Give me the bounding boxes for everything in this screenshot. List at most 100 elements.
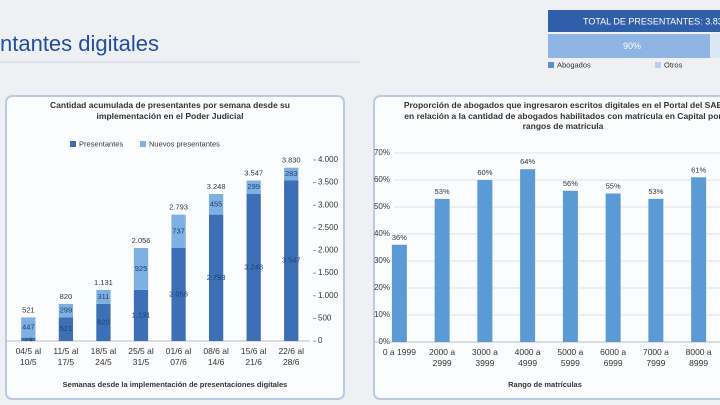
y-tick-label: 10% <box>374 310 390 319</box>
y-tick-label: 3.000 <box>318 200 339 209</box>
x-tick-label: 01/6 al 07/6 <box>165 346 192 367</box>
value-label: 64% <box>520 157 535 166</box>
legend-swatch <box>655 62 661 68</box>
y-tick-label: 2.000 <box>318 246 339 255</box>
x-tick-label: 15/6 al 21/6 <box>240 346 267 367</box>
y-tick-label: 500 <box>318 313 332 322</box>
chart: 0%10%20%30%40%50%60%70%36%53%60%64%56% 55… <box>374 148 720 346</box>
bar <box>477 180 493 342</box>
value-label: 820 <box>97 317 110 326</box>
slide-title: ntantes digitales <box>0 31 159 56</box>
bar-segment <box>58 303 74 318</box>
x-tick-label: 3000 a 3999 <box>471 347 498 368</box>
legend-label: Presentantes <box>79 139 123 148</box>
value-label: 2.056 <box>169 289 188 298</box>
value-label: 3.248 <box>244 262 263 271</box>
y-tick-label: 0 <box>318 336 323 345</box>
summary-bar <box>548 34 710 58</box>
y-tick-label: 40% <box>374 229 390 238</box>
bar-segment <box>208 194 224 215</box>
bar <box>648 198 664 342</box>
value-label: 447 <box>22 323 35 332</box>
bar-segment <box>284 180 299 341</box>
chart: 0 500 1.000 1.500 2.000 2.500 3.000 3.500 4.000 7… <box>6 139 339 345</box>
x-axis-label: Rango de matrículas <box>508 380 582 389</box>
value-label: 299 <box>60 306 73 315</box>
total-label: 3.248 <box>207 182 226 191</box>
x-tick-label: 11/5 al 17/5 <box>53 346 79 367</box>
summary-header <box>548 10 720 32</box>
chart-title: Cantidad acumulada de presentantes por s… <box>50 100 290 121</box>
total-label: 3.547 <box>244 168 263 177</box>
y-tick-label: 2.500 <box>318 223 339 232</box>
total-label: 3.830 <box>282 156 301 165</box>
x-tick-label: 22/6 al 28/6 <box>278 346 304 367</box>
bar <box>434 198 450 342</box>
summary-legend: Abogados <box>557 60 591 69</box>
value-label: 74 <box>24 334 32 343</box>
legend-swatch <box>548 62 554 68</box>
value-label: 60% <box>477 168 492 177</box>
legend-label: Nuevos presentantes <box>149 139 220 148</box>
summary-legend: Otros <box>664 60 683 69</box>
y-tick-label: 60% <box>374 175 390 184</box>
x-tick-label: 08/6 al 14/6 <box>203 346 229 367</box>
value-label: 36% <box>392 233 407 242</box>
y-tick-label: 4.000 <box>318 155 339 164</box>
legend-swatch <box>70 141 76 147</box>
bar-segment <box>208 214 224 341</box>
total-label: 521 <box>22 305 35 314</box>
x-tick-label: 2000 a 2999 <box>429 347 456 368</box>
bar-segment <box>246 194 261 341</box>
bar-segment <box>133 289 149 341</box>
y-tick-label: 30% <box>374 256 390 265</box>
value-label: 737 <box>172 226 185 235</box>
right-panel <box>373 95 720 400</box>
value-label: 925 <box>135 264 148 273</box>
total-label: 2.793 <box>169 203 188 212</box>
value-label: 299 <box>247 182 260 191</box>
bar <box>520 169 536 342</box>
y-tick-label: 50% <box>374 202 390 211</box>
bar-segment <box>171 247 186 341</box>
x-axis-label: Semanas desde la implementación de prese… <box>62 380 288 389</box>
bar-segment <box>21 317 36 338</box>
total-label: 2.056 <box>132 236 151 245</box>
value-label: 2.793 <box>207 273 226 282</box>
x-tick-label: 8000 a 8999 <box>685 347 712 368</box>
value-label: 311 <box>97 292 109 301</box>
x-tick-label: 0 a 1999 <box>382 347 416 357</box>
x-tick-label: 4000 a 4999 <box>514 347 541 368</box>
x-tick-label: 25/5 al 31/5 <box>128 346 154 367</box>
value-label: 61% <box>691 165 706 174</box>
summary-title: TOTAL DE PRESENTANTES: 3.830 <box>583 16 720 26</box>
value-label: 1.131 <box>132 310 151 319</box>
bar <box>691 177 707 342</box>
x-tick-label: 04/5 al 10/5 <box>15 346 42 367</box>
total-label: 1.131 <box>94 278 113 287</box>
bar-segment <box>58 317 74 341</box>
y-tick-label: 70% <box>374 148 390 157</box>
x-tick-label: 6000 a 6999 <box>600 347 627 368</box>
value-label: 53% <box>648 187 663 196</box>
summary-value: 90% <box>623 41 641 51</box>
value-label: 55% <box>606 181 621 190</box>
y-tick-label: 20% <box>374 283 390 292</box>
value-label: 53% <box>435 187 450 196</box>
bar <box>605 193 621 342</box>
bar-segment <box>284 167 299 181</box>
x-tick-label: 5000 a 5999 <box>557 347 584 368</box>
bar-segment <box>133 247 149 290</box>
value-label: 283 <box>285 169 298 178</box>
bar-segment <box>21 337 36 341</box>
total-label: 820 <box>60 292 73 301</box>
bar-segment <box>96 289 111 304</box>
value-label: 455 <box>210 199 223 208</box>
bar <box>391 244 407 342</box>
x-tick-label: 18/5 al 24/5 <box>90 346 117 367</box>
chart-title: Proporción de abogados que ingresaron es… <box>403 100 720 132</box>
bar-segment <box>96 303 111 341</box>
y-tick-label: 3.500 <box>318 178 339 187</box>
